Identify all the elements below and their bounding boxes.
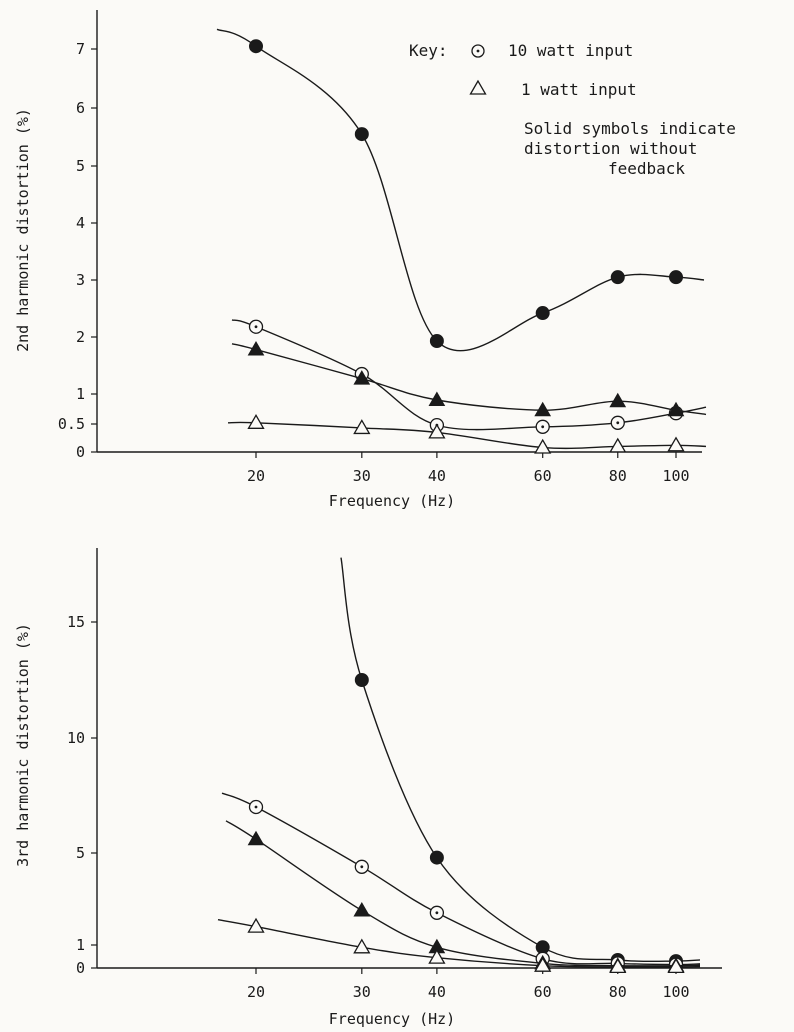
data-point-2nd-open-triangle-1	[353, 419, 371, 435]
data-point-3rd-open-triangle-4	[609, 958, 627, 973]
series-line-3rd-open-circle	[221, 792, 701, 966]
data-point-2nd-open-triangle-0	[247, 413, 265, 429]
data-point-3rd-filled-circle-0	[354, 673, 369, 687]
data-point-2nd-filled-circle-1	[354, 127, 369, 142]
y-axis-label-2nd: 2nd harmonic distortion (%)	[14, 108, 32, 352]
x-tick-label-2nd-2: 40	[428, 467, 446, 485]
open-triangle-icon	[469, 79, 487, 95]
data-point-2nd-open-circle-3	[535, 419, 550, 434]
x-tick-label-2nd-1: 30	[353, 467, 371, 485]
x-tick-label-3rd-3: 60	[534, 983, 552, 1001]
series-line-3rd-filled-triangle	[225, 820, 701, 967]
series-line-3rd-open-triangle	[217, 919, 701, 968]
x-axis-label-2nd: Frequency (Hz)	[329, 492, 455, 510]
series-line-2nd-open-triangle	[227, 421, 707, 450]
data-point-2nd-open-circle-4	[610, 415, 625, 430]
y-tick-label-2nd-7: 6	[76, 99, 85, 117]
y-tick-label-2nd-0: 0	[76, 443, 85, 461]
legend-note-line1: Solid symbols indicate	[524, 119, 736, 138]
data-point-3rd-open-circle-2	[429, 905, 445, 920]
data-point-2nd-filled-circle-4	[610, 270, 625, 285]
data-point-3rd-filled-triangle-1	[353, 901, 371, 917]
data-point-3rd-open-triangle-0	[247, 917, 265, 933]
data-point-2nd-open-triangle-4	[609, 437, 627, 453]
x-tick-label-2nd-0: 20	[247, 467, 265, 485]
data-point-2nd-filled-circle-3	[535, 306, 550, 321]
y-tick-label-2nd-3: 2	[76, 328, 85, 346]
x-tick-label-2nd-5: 100	[662, 467, 689, 485]
y-tick-label-3rd-3: 10	[67, 729, 85, 747]
series-line-2nd-filled-triangle	[231, 343, 707, 416]
x-tick-label-3rd-4: 80	[609, 983, 627, 1001]
y-tick-label-2nd-4: 3	[76, 271, 85, 289]
data-point-2nd-filled-triangle-3	[534, 401, 552, 417]
data-point-3rd-filled-circle-1	[429, 850, 444, 865]
series-line-2nd-open-circle	[231, 319, 707, 431]
legend-circle-label: 10 watt input	[508, 41, 633, 60]
x-axis-label-3rd: Frequency (Hz)	[329, 1010, 455, 1028]
data-point-2nd-open-triangle-5	[667, 436, 685, 452]
data-point-3rd-open-triangle-2	[428, 948, 446, 964]
data-point-3rd-open-triangle-5	[667, 958, 685, 973]
data-point-3rd-open-triangle-1	[353, 938, 371, 954]
chart-2nd-harmonic: 0 0.5 1 2 3 4 5 6 7 20 30 40 60 80 100 Frequency (Hz) 2n…	[14, 10, 707, 510]
x-tick-label-2nd-4: 80	[609, 467, 627, 485]
data-point-2nd-open-circle-0	[248, 319, 264, 334]
x-tick-label-3rd-2: 40	[428, 983, 446, 1001]
y-tick-label-3rd-0: 0	[76, 959, 85, 977]
y-tick-label-3rd-2: 5	[76, 844, 85, 862]
data-point-2nd-open-triangle-2	[428, 423, 446, 439]
y-tick-label-3rd-4: 15	[67, 613, 85, 631]
x-tick-label-3rd-1: 30	[353, 983, 371, 1001]
data-point-2nd-filled-circle-0	[249, 39, 263, 54]
data-point-3rd-filled-triangle-0	[247, 830, 265, 846]
data-point-3rd-open-circle-1	[354, 859, 369, 874]
data-point-2nd-filled-circle-5	[669, 270, 683, 285]
data-point-3rd-open-triangle-3	[534, 956, 552, 972]
y-tick-label-2nd-1: 0.5	[58, 415, 85, 433]
x-tick-label-2nd-3: 60	[534, 467, 552, 485]
open-circle-icon	[471, 44, 485, 58]
y-tick-label-2nd-5: 4	[76, 214, 85, 232]
data-point-2nd-open-triangle-3	[534, 438, 552, 454]
y-tick-label-3rd-1: 1	[76, 936, 85, 954]
legend-note-line2: distortion without	[524, 139, 697, 158]
x-tick-label-3rd-0: 20	[247, 983, 265, 1001]
data-point-2nd-filled-triangle-1	[353, 370, 371, 385]
data-point-2nd-filled-circle-2	[429, 333, 444, 348]
legend-key: Key: 10 watt input 1 watt input Solid sy…	[409, 41, 736, 178]
y-axis-label-3rd: 3rd harmonic distortion (%)	[14, 623, 32, 867]
legend-triangle-label: 1 watt input	[521, 80, 637, 99]
data-point-2nd-filled-triangle-0	[247, 341, 265, 356]
y-tick-label-2nd-6: 5	[76, 157, 85, 175]
data-point-2nd-filled-triangle-2	[428, 391, 446, 406]
data-point-2nd-filled-triangle-5	[667, 401, 685, 417]
y-tick-label-2nd-8: 7	[76, 40, 85, 58]
data-point-2nd-filled-triangle-4	[609, 392, 627, 408]
x-tick-label-3rd-5: 100	[662, 983, 689, 1001]
data-point-3rd-open-circle-0	[248, 799, 264, 815]
series-line-3rd-filled-circle	[340, 557, 701, 963]
y-tick-label-2nd-2: 1	[76, 385, 85, 403]
legend-note-line3: feedback	[608, 159, 685, 178]
series-line-2nd-filled-circle	[216, 28, 705, 352]
legend-key-prefix: Key:	[409, 41, 448, 60]
